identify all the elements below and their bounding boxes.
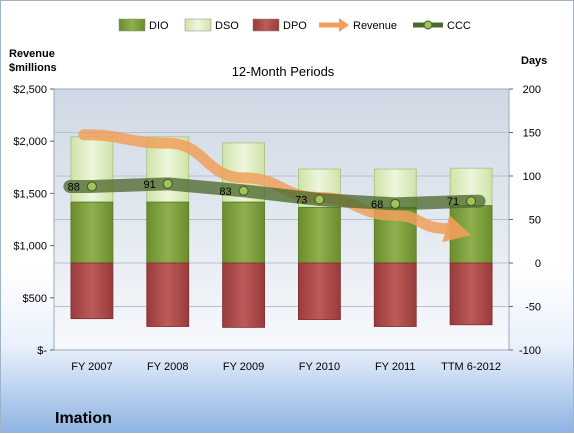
ccc-point [466, 196, 477, 207]
legend-swatch-dso [184, 18, 212, 32]
chart-title: 12-Month Periods [232, 64, 335, 79]
left-tick-label: $- [37, 345, 47, 357]
legend-swatch-dio [118, 18, 146, 32]
left-tick-label: $2,000 [13, 136, 47, 148]
right-tick-label: 150 [523, 128, 541, 140]
dio-bar [70, 201, 114, 264]
legend-label-dso: DSO [215, 20, 239, 32]
ccc-line [63, 177, 486, 211]
ccc-point [162, 178, 173, 189]
revenue-arrow-head [442, 215, 472, 243]
dpo-bar [222, 262, 265, 328]
dpo-bar [298, 262, 341, 320]
legend-label-dio: DIO [149, 20, 169, 32]
ccc-point [86, 181, 97, 192]
left-axis-title-line2: $millions [9, 62, 57, 74]
company-name: Imation [55, 410, 112, 427]
dpo-bar [449, 262, 493, 326]
dio-bar [146, 201, 190, 264]
legend-swatch-dpo [252, 18, 280, 32]
right-tick-label: -50 [525, 302, 541, 314]
legend: DIO DSO DPO Revenue CCC [118, 18, 471, 32]
ccc-data-label: 73 [295, 194, 307, 206]
ccc-data-label: 68 [371, 199, 383, 211]
right-tick-label: 200 [523, 84, 541, 96]
gridlines [54, 132, 509, 307]
x-tick-label: FY 2011 [375, 361, 416, 373]
x-tick-label: FY 2007 [71, 361, 112, 373]
revenue-line [78, 129, 452, 235]
left-tick-label: $1,000 [13, 241, 47, 253]
x-tick-label: FY 2010 [299, 361, 340, 373]
right-tick-label: -100 [519, 345, 541, 357]
left-tick-label: $500 [23, 293, 47, 305]
right-tick-label: 50 [529, 215, 541, 227]
legend-label-ccc: CCC [447, 20, 471, 32]
legend-arrow-revenue [339, 18, 349, 32]
ccc-data-label: 83 [219, 186, 231, 198]
right-tick-label: 0 [535, 258, 541, 270]
ccc-data-label: 91 [144, 179, 156, 191]
ccc-point [314, 194, 325, 205]
ccc-point [238, 185, 249, 196]
dpo-bar [373, 262, 417, 327]
left-axis-title-line1: Revenue [9, 48, 55, 60]
axes-layer: $- $500 $1,000 $1,500 $2,000 $2,500 -100 -50 0 50… [13, 84, 541, 373]
ccc-data-label: 88 [68, 181, 80, 193]
x-tick-label: TTM 6-2012 [441, 361, 501, 373]
dio-bar [298, 206, 341, 264]
ccc-data-label: 71 [447, 196, 459, 208]
x-tick-label: FY 2008 [147, 361, 188, 373]
legend-label-dpo: DPO [283, 20, 307, 32]
right-tick-label: 100 [523, 171, 541, 183]
ccc-layer: 88 91 83 73 68 71 [63, 177, 486, 211]
x-tick-label: FY 2009 [223, 361, 264, 373]
dpo-bar [70, 262, 114, 320]
dpo-bar [146, 262, 190, 327]
legend-marker-ccc [423, 20, 433, 30]
left-tick-label: $2,500 [13, 84, 47, 96]
ccc-point [390, 198, 401, 209]
legend-label-revenue: Revenue [353, 20, 397, 32]
left-tick-label: $1,500 [13, 188, 47, 200]
right-axis-title: Days [521, 55, 547, 67]
dio-bar [222, 201, 265, 264]
revenue-layer [78, 129, 472, 243]
